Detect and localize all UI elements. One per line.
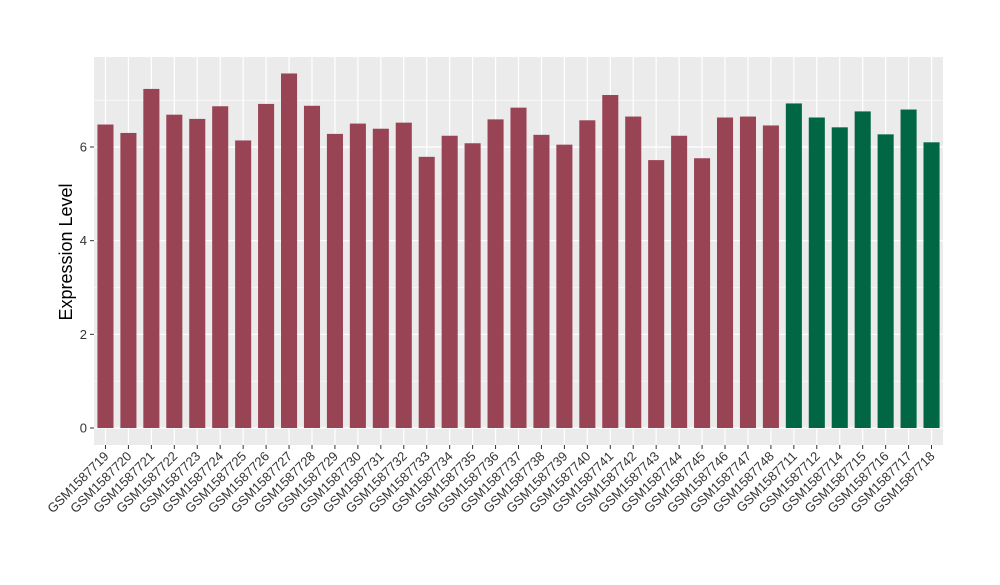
bar-GSM1587742: [625, 116, 642, 428]
bar-GSM1587740: [579, 120, 596, 429]
bar-GSM1587739: [556, 144, 573, 429]
y-tick-label: 6: [80, 140, 87, 155]
bar-GSM1587712: [808, 117, 825, 429]
bar-GSM1587721: [143, 88, 160, 428]
y-tick-label: 0: [80, 421, 87, 436]
bar-GSM1587714: [831, 127, 848, 428]
bar-GSM1587731: [372, 128, 389, 429]
y-tick-label: 4: [80, 233, 87, 248]
bar-GSM1587716: [877, 134, 894, 429]
bar-GSM1587726: [258, 103, 275, 428]
bar-GSM1587720: [120, 132, 137, 428]
bar-GSM1587730: [349, 123, 366, 428]
bar-GSM1587738: [533, 134, 550, 428]
bar-GSM1587717: [900, 109, 917, 429]
bar-GSM1587724: [212, 106, 229, 428]
bar-GSM1587743: [648, 160, 665, 428]
bar-GSM1587718: [923, 142, 940, 429]
bar-GSM1587747: [739, 116, 756, 428]
bar-GSM1587722: [166, 114, 183, 428]
bar-GSM1587748: [762, 125, 779, 428]
bar-GSM1587745: [694, 158, 711, 429]
bar-GSM1587744: [671, 135, 688, 428]
y-tick-label: 2: [80, 327, 87, 342]
bar-GSM1587741: [602, 95, 619, 428]
y-axis: 0 2 4 6: [80, 140, 94, 436]
bar-GSM1587728: [303, 105, 321, 428]
bar-GSM1587727: [281, 73, 298, 428]
bar-GSM1587734: [441, 135, 458, 428]
bar-GSM1587736: [487, 119, 504, 428]
y-axis-title: Expression Level: [56, 183, 76, 320]
bar-GSM1587719: [97, 124, 114, 429]
bar-GSM1587733: [418, 156, 435, 428]
bars: [97, 73, 940, 429]
bar-GSM1587715: [854, 111, 871, 428]
bar-GSM1587711: [785, 103, 802, 428]
bar-GSM1587725: [235, 140, 252, 428]
bar-GSM1587729: [326, 133, 343, 429]
bar-GSM1587723: [189, 118, 206, 429]
bar-GSM1587746: [716, 117, 734, 429]
x-axis: GSM1587719GSM1587720GSM1587721GSM1587722…: [44, 445, 938, 516]
bar-GSM1587735: [464, 143, 481, 428]
bar-GSM1587737: [510, 107, 527, 428]
bar-GSM1587732: [395, 122, 412, 428]
